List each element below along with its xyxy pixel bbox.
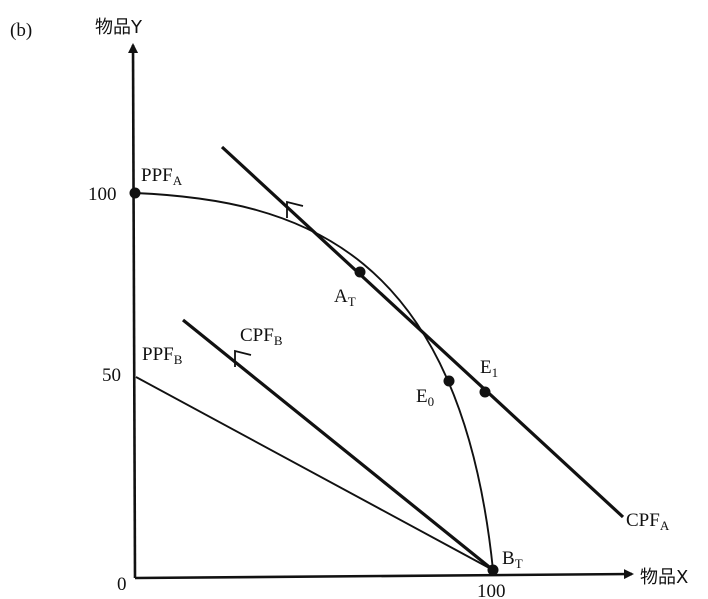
- ppf-b-line: [135, 376, 494, 571]
- cpf-b-line: [181, 318, 495, 572]
- cpf-a-line: [220, 145, 625, 519]
- cpf-b-arrowhead: [234, 349, 252, 367]
- y-axis: [128, 43, 139, 579]
- point-e0-label: E0: [416, 386, 434, 409]
- ppf-a-label: PPFA: [141, 165, 183, 188]
- x-axis: [134, 569, 634, 580]
- point-e1-label: E1: [480, 357, 498, 380]
- point-b-t-dot: [487, 564, 499, 576]
- y-tick-100: 100: [88, 184, 117, 205]
- ppf-a-intercept-dot: [129, 187, 141, 199]
- x-axis-label: 物品X: [640, 567, 688, 588]
- point-b-t-label: BT: [502, 548, 523, 571]
- point-e1-dot: [479, 386, 491, 398]
- y-axis-label: 物品Y: [95, 17, 143, 38]
- x-tick-100: 100: [477, 581, 506, 599]
- point-e0-dot: [443, 375, 455, 387]
- panel-label: (b): [10, 20, 32, 41]
- point-a-t-label: AT: [334, 286, 356, 309]
- origin-label: 0: [117, 574, 127, 595]
- cpf-b-label: CPFB: [240, 325, 283, 348]
- cpf-a-label: CPFA: [626, 510, 670, 533]
- point-a-t-dot: [354, 266, 366, 278]
- ppf-b-label: PPFB: [142, 344, 183, 367]
- cpf-a-arrowhead: [286, 200, 304, 218]
- ppf-a-curve: [134, 192, 494, 571]
- y-tick-50: 50: [102, 365, 121, 386]
